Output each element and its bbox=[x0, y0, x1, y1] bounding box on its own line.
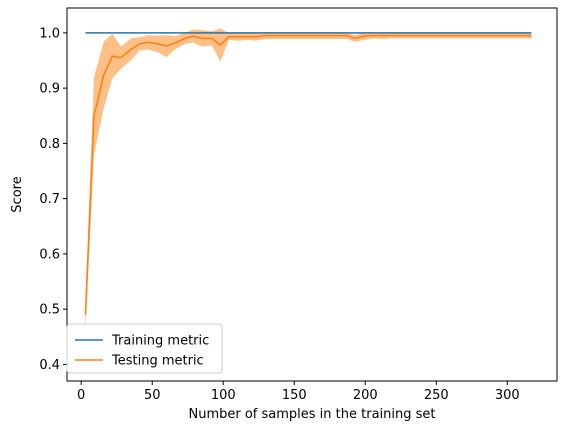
y-axis-label: Score bbox=[10, 176, 25, 212]
x-axis-ticks: 0 50 100 150 200 250 300 bbox=[77, 381, 520, 403]
y-tick-label: 0.8 bbox=[39, 137, 60, 152]
x-tick-label: 100 bbox=[211, 388, 236, 403]
y-tick-label: 0.9 bbox=[39, 82, 60, 97]
plot-area bbox=[84, 28, 532, 332]
y-tick-label: 0.4 bbox=[39, 358, 60, 373]
x-axis-label: Number of samples in the training set bbox=[189, 407, 436, 422]
y-tick-label: 0.6 bbox=[39, 247, 60, 262]
legend-label-training: Training metric bbox=[111, 334, 209, 349]
series-line-testing bbox=[84, 34, 532, 315]
std-band-testing bbox=[85, 28, 532, 332]
legend-box bbox=[66, 323, 223, 374]
x-tick-label: 150 bbox=[282, 388, 307, 403]
y-tick-label: 1.0 bbox=[39, 26, 60, 41]
x-tick-label: 0 bbox=[77, 388, 85, 403]
series-group bbox=[84, 28, 532, 332]
legend: Training metric Testing metric bbox=[66, 323, 223, 374]
x-tick-label: 300 bbox=[495, 388, 520, 403]
x-tick-label: 50 bbox=[144, 388, 161, 403]
y-tick-label: 0.5 bbox=[39, 303, 60, 318]
x-tick-label: 250 bbox=[424, 388, 449, 403]
y-axis-ticks: 0.4 0.5 0.6 0.7 0.8 0.9 1.0 bbox=[39, 26, 67, 373]
axes-frame bbox=[66, 7, 558, 382]
legend-label-testing: Testing metric bbox=[111, 354, 204, 369]
y-tick-label: 0.7 bbox=[39, 192, 60, 207]
x-tick-label: 200 bbox=[353, 388, 378, 403]
